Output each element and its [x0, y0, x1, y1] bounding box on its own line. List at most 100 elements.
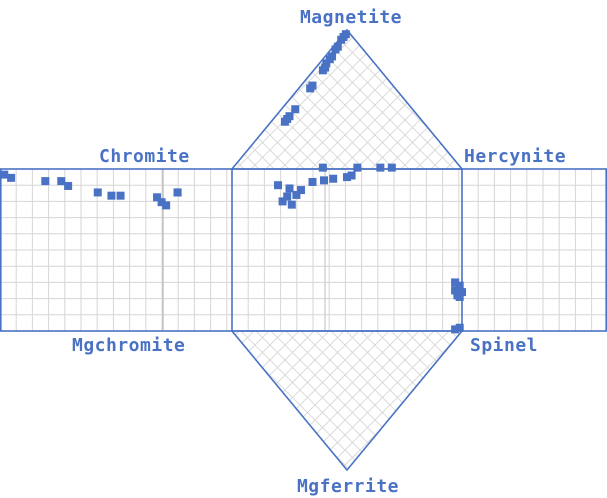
grid-line [461, 331, 462, 470]
grid-line [419, 331, 462, 470]
grid-line [449, 30, 462, 169]
vertex-label-chromite: Chromite [99, 146, 190, 167]
vertex-label-mgferrite: Mgferrite [297, 476, 399, 497]
frame-layer [0, 28, 607, 472]
grid-line [0, 0, 63, 498]
grid-line [0, 0, 138, 498]
grid-line [341, 331, 462, 470]
grid-line [326, 331, 462, 470]
grid-line [232, 331, 462, 470]
grid-left-square [0, 169, 232, 331]
grid-line [232, 331, 462, 470]
grid-line [266, 331, 462, 470]
grid-line [567, 0, 607, 498]
data-point [162, 201, 171, 210]
grid-middle-square [232, 169, 462, 331]
grid-line [232, 331, 462, 470]
grid-line [0, 0, 168, 498]
grid-line [232, 30, 349, 169]
vertex-label-spinel: Spinel [470, 335, 538, 356]
data-point [116, 191, 125, 200]
data-point [287, 200, 296, 209]
grid-line [232, 30, 462, 169]
grid-line [236, 30, 462, 169]
grid-line [232, 331, 271, 470]
grid-line [314, 30, 462, 169]
grid-line [232, 331, 394, 470]
data-point [337, 35, 346, 44]
grid-line [232, 30, 462, 169]
grid-line [477, 0, 607, 498]
data-point [451, 278, 460, 287]
grid-line [0, 0, 165, 498]
grid-line [232, 331, 462, 470]
grid-line [232, 30, 462, 169]
data-point [458, 288, 466, 297]
grid-line [555, 0, 607, 498]
grid-line [0, 0, 123, 498]
grid-line [299, 331, 462, 470]
grid-line [232, 331, 319, 470]
grid-line [251, 331, 462, 470]
grid-line [232, 30, 391, 169]
data-point [0, 170, 9, 179]
grid-line [0, 0, 18, 498]
data-point [318, 163, 327, 172]
data-point [274, 181, 282, 190]
grid-line [0, 0, 225, 498]
prism-band-outline [0, 168, 607, 332]
data-point [93, 188, 102, 197]
grid-line [232, 331, 462, 470]
grid-line [269, 30, 462, 169]
grid-line [232, 331, 462, 470]
data-point [278, 197, 287, 206]
grid-line [0, 0, 30, 498]
grid-line [232, 30, 259, 169]
grid-line [232, 30, 462, 169]
grid-line [232, 331, 462, 470]
grid-line [326, 30, 462, 169]
grid-line [585, 0, 607, 498]
grid-line [232, 30, 304, 169]
grid-line [359, 30, 462, 169]
grid-line [232, 331, 462, 470]
grid-line [232, 331, 409, 470]
data-point [322, 59, 331, 68]
grid-line [232, 30, 316, 169]
data-point [455, 323, 464, 332]
grid-line [0, 0, 75, 498]
grid-line [0, 0, 48, 498]
grid-line [232, 30, 462, 169]
grid-line [525, 0, 607, 498]
grid-line [232, 331, 462, 470]
grid-line [0, 0, 63, 498]
data-point [455, 281, 464, 290]
data-point [173, 188, 182, 197]
grid-line [232, 331, 462, 470]
grid-line [232, 331, 391, 470]
data-point [329, 174, 338, 183]
data-point [153, 193, 162, 202]
grid-line [232, 331, 451, 470]
grid-line [0, 0, 48, 498]
grid-line [371, 331, 462, 470]
grid-line [492, 0, 607, 498]
grid-line [0, 0, 135, 498]
grid-line [232, 30, 421, 169]
grid-line [0, 0, 180, 498]
grid-line [232, 30, 462, 169]
grid-line [232, 331, 462, 470]
data-point [283, 192, 292, 201]
grid-line [510, 0, 607, 498]
grid-line [232, 30, 462, 169]
grid-line [232, 331, 244, 470]
grid-line [0, 0, 183, 498]
grid-line [232, 30, 334, 169]
data-point [292, 190, 301, 199]
grid-line [461, 30, 462, 169]
grid-line [232, 30, 462, 169]
grid-line [232, 30, 462, 169]
data-point [41, 177, 50, 186]
grid-line [0, 0, 225, 498]
grid-line [522, 0, 607, 498]
